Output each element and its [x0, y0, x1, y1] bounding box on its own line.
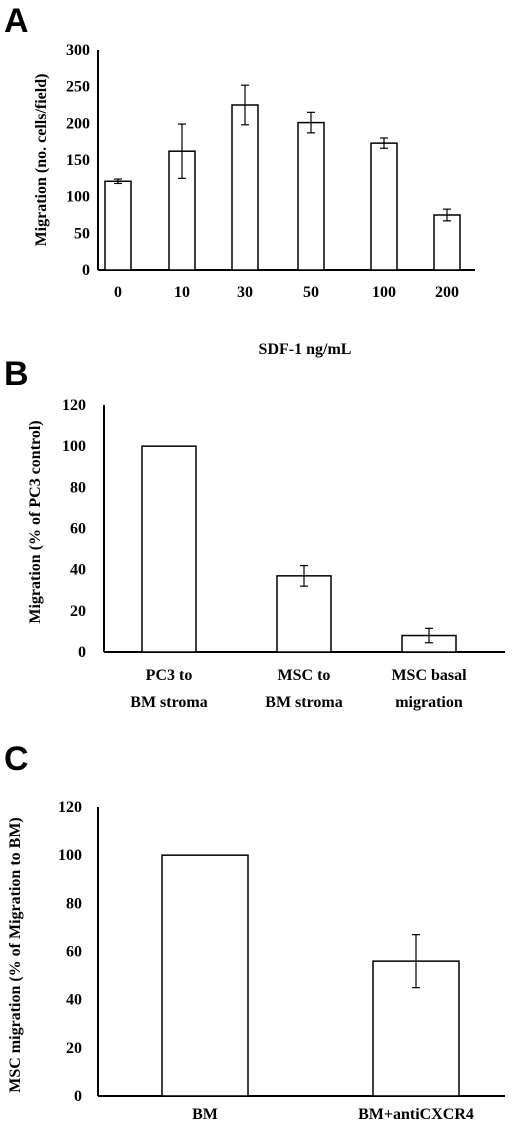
panel-a-y-tick-label: 300 — [66, 42, 90, 59]
panel-b-category-label: MSC to — [278, 667, 331, 684]
panel-c-y-tick-label: 80 — [66, 895, 82, 912]
panel-b-bar — [141, 445, 197, 653]
panel-c-bar — [161, 854, 249, 1097]
panel-b-y-tick-label: 100 — [62, 438, 86, 455]
panel-a-category-label: 0 — [114, 284, 122, 301]
panel-a-bar — [104, 180, 132, 271]
panel-b-y-tick-label: 80 — [70, 479, 86, 496]
panel-a-error-bar — [307, 111, 315, 134]
panel-a: A Migration (no. cells/field) SDF-1 ng/m… — [4, 2, 475, 358]
panel-b-y-tick-label: 40 — [70, 562, 86, 579]
panel-a-x-axis-title: SDF-1 ng/mL — [259, 341, 352, 358]
panel-c-bar — [372, 960, 460, 1097]
panel-b-error-bar — [300, 564, 308, 587]
panel-a-error-bar — [114, 178, 122, 185]
panel-a-category-label: 50 — [303, 284, 319, 301]
panel-a-error-bar — [241, 84, 249, 126]
panel-b-bar — [276, 575, 332, 653]
panel-a-bar — [231, 104, 259, 271]
panel-b-y-tick-label: 0 — [78, 644, 86, 661]
panel-a-y-tick-label: 250 — [66, 79, 90, 96]
panel-a-y-tick-label: 100 — [66, 189, 90, 206]
panel-a-category-label: 10 — [174, 284, 190, 301]
panel-b-y-tick-label: 20 — [70, 603, 86, 620]
panel-c-category-label: BM+antiCXCR4 — [358, 1106, 474, 1123]
panel-a-bar — [433, 214, 461, 271]
panel-b-category-label: migration — [395, 694, 463, 711]
panel-b-category-label: PC3 to — [146, 667, 193, 684]
panel-c-y-tick-label: 120 — [58, 799, 82, 816]
panel-c-y-tick-label: 20 — [66, 1040, 82, 1057]
panel-a-y-tick-label: 200 — [66, 115, 90, 132]
panel-c-error-bar — [412, 934, 420, 989]
panel-a-y-axis-title: Migration (no. cells/field) — [33, 74, 50, 247]
panel-a-y-tick-label: 0 — [82, 262, 90, 279]
panel-b-category-label: BM stroma — [130, 694, 207, 711]
panel-a-category-label: 100 — [372, 284, 396, 301]
panel-b-letter: B — [4, 355, 29, 393]
panel-a-y-tick-label: 150 — [66, 152, 90, 169]
panel-b-category-label: MSC basal — [391, 667, 467, 684]
panel-c-letter: C — [4, 740, 29, 778]
panel-a-y-tick-label: 50 — [74, 225, 90, 242]
panel-b-error-bar — [425, 627, 433, 644]
panel-c-category-label: BM — [192, 1106, 218, 1123]
panel-b-y-tick-label: 120 — [62, 397, 86, 414]
panel-a-error-bar — [178, 123, 186, 179]
panel-a-error-bar — [443, 208, 451, 222]
panel-c-y-tick-label: 40 — [66, 992, 82, 1009]
panel-c: C MSC migration (% of Migration to BM) 0… — [4, 740, 505, 1123]
panel-b-y-tick-label: 60 — [70, 521, 86, 538]
panel-a-letter: A — [4, 2, 29, 40]
panel-c-y-tick-label: 100 — [58, 847, 82, 864]
panel-a-category-label: 200 — [435, 284, 459, 301]
panel-b-y-axis-title: Migration (% of PC3 control) — [27, 420, 44, 623]
panel-a-bar — [297, 121, 325, 271]
panel-c-y-axis-title: MSC migration (% of Migration to BM) — [7, 817, 24, 1093]
panel-c-y-tick-label: 0 — [74, 1088, 82, 1105]
panel-b: B Migration (% of PC3 control) 0 20 40 60 80… — [4, 355, 505, 711]
panel-c-y-tick-label: 60 — [66, 944, 82, 961]
panel-a-bar — [370, 142, 398, 271]
panel-b-category-label: BM stroma — [265, 694, 342, 711]
panel-a-error-bar — [380, 137, 388, 149]
panel-a-category-label: 30 — [237, 284, 253, 301]
